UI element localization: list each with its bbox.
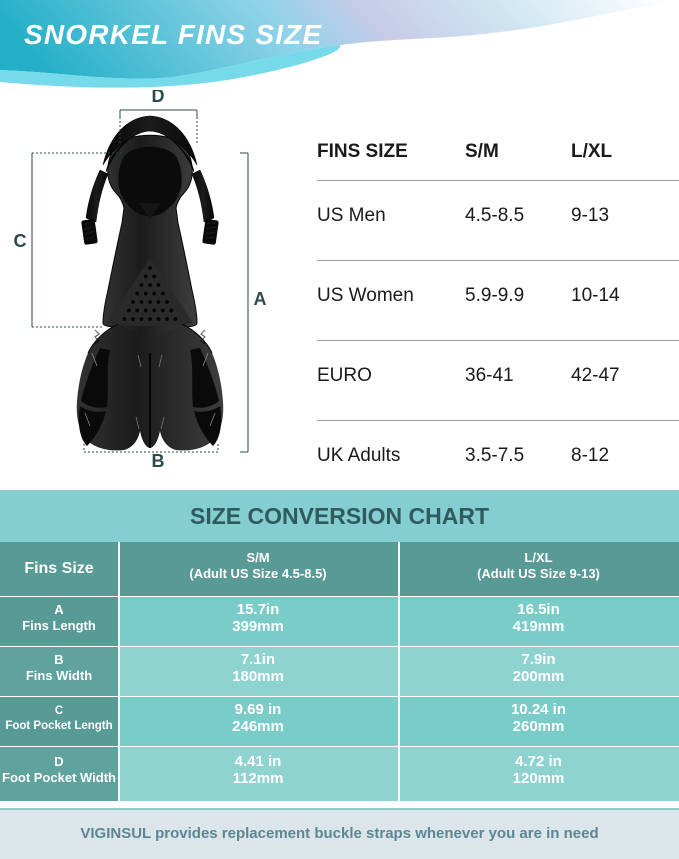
svg-text:B: B [152,451,165,471]
svg-text:D: D [152,90,165,106]
svg-text:A: A [254,289,267,309]
svg-text:C: C [14,231,27,251]
